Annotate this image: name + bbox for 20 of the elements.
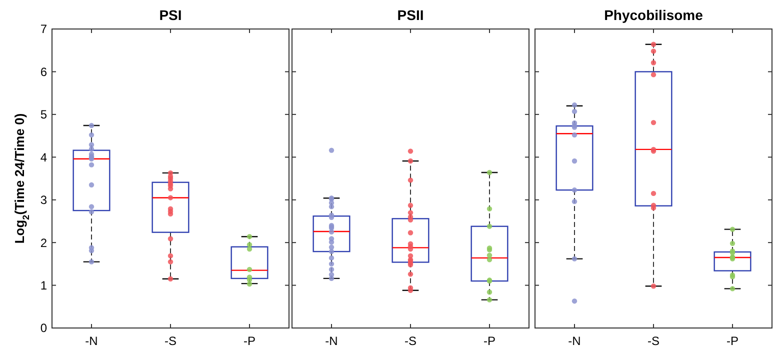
y-tick-label: 2 [40, 236, 48, 250]
y-tick-label: 7 [40, 22, 48, 36]
x-tick-label: -N [568, 334, 581, 348]
x-tick-label: -P [726, 334, 738, 348]
y-tick-label: 4 [40, 150, 48, 164]
x-tick-label: -P [484, 334, 496, 348]
y-tick-label: 0 [40, 321, 48, 336]
x-tick-label: -S [648, 334, 660, 348]
chart-title: Phycobilisome [604, 7, 704, 23]
chart-title: PSII [397, 7, 424, 23]
x-tick-label: -N [325, 334, 338, 348]
x-tick-label: -N [85, 334, 98, 348]
x-tick-label: -S [164, 334, 176, 348]
x-tick-label: -S [404, 334, 416, 348]
y-tick-label: 1 [40, 278, 48, 292]
x-tick-label: -P [244, 334, 256, 348]
chart-title: PSI [159, 7, 182, 23]
y-tick-label: 3 [40, 193, 48, 208]
y-tick-label: 6 [40, 64, 48, 79]
y-tick-label: 5 [40, 108, 48, 122]
